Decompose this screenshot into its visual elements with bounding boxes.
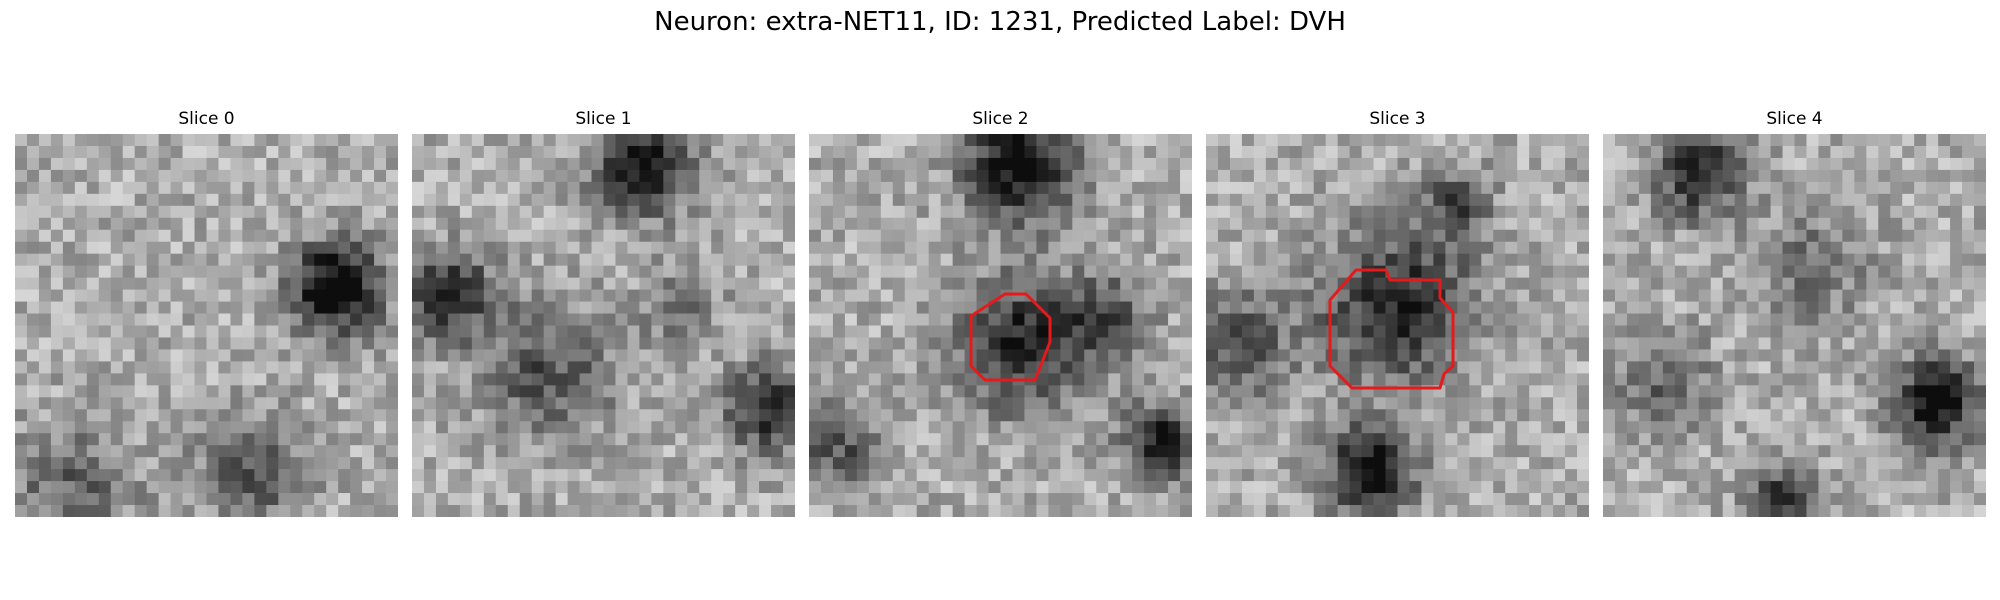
slice-panel-0: Slice 0 (15, 108, 398, 520)
slice-panel-1: Slice 1 (412, 108, 795, 520)
slice-panel-4: Slice 4 (1603, 108, 1986, 520)
slice-panel-3: Slice 3 (1206, 108, 1589, 520)
slice-title: Slice 3 (1206, 108, 1589, 130)
slice-panel-2: Slice 2 (809, 108, 1192, 520)
slice-title: Slice 2 (809, 108, 1192, 130)
slice-title: Slice 4 (1603, 108, 1986, 130)
slice-image (1206, 134, 1589, 517)
slice-image (809, 134, 1192, 517)
slice-title: Slice 0 (15, 108, 398, 130)
slice-title: Slice 1 (412, 108, 795, 130)
slice-image (15, 134, 398, 517)
slice-image (1603, 134, 1986, 517)
slice-image (412, 134, 795, 517)
figure-title: Neuron: extra-NET11, ID: 1231, Predicted… (0, 6, 2000, 38)
